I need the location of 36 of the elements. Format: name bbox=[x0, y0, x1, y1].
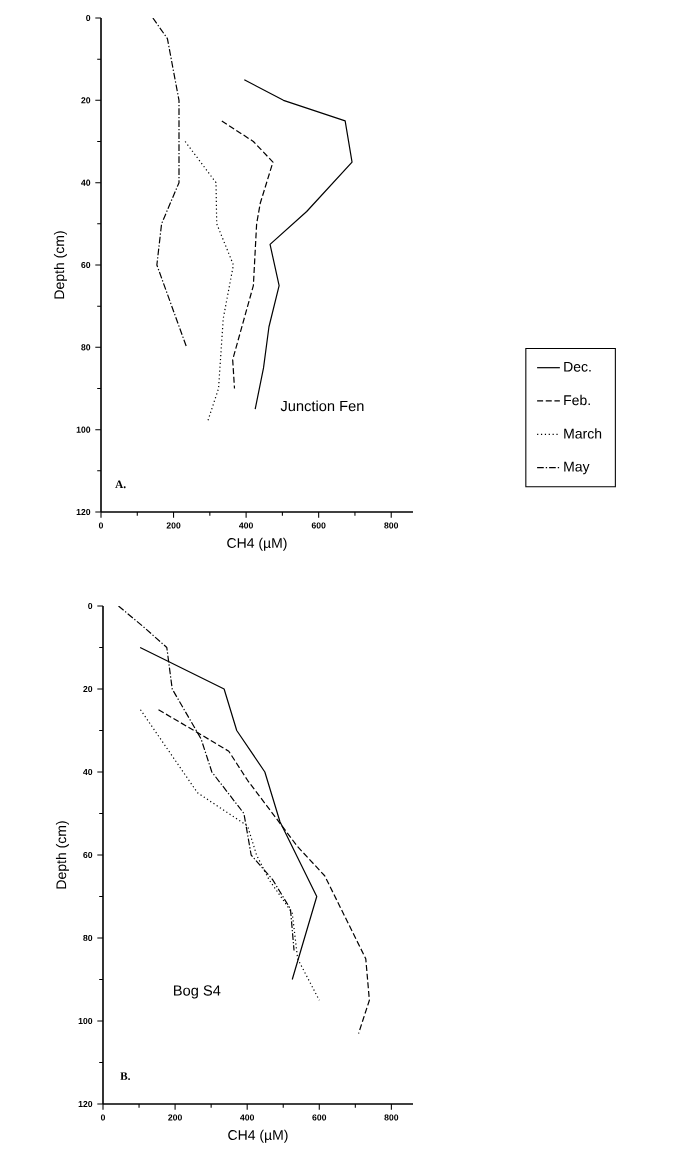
legend-label: Feb. bbox=[564, 394, 590, 406]
x-tick-label: 400 bbox=[240, 1114, 255, 1121]
y-tick-label: 120 bbox=[78, 1100, 93, 1108]
y-tick-label: 120 bbox=[76, 508, 91, 516]
y-tick-label: 0 bbox=[88, 602, 93, 610]
x-tick-label: 200 bbox=[166, 522, 181, 529]
x-tick-label: 200 bbox=[168, 1114, 182, 1121]
annotation: Junction Fen bbox=[280, 400, 364, 412]
y-tick-label: 0 bbox=[86, 14, 91, 22]
y-axis-title: Depth (cm) bbox=[53, 231, 67, 299]
annotation: A. bbox=[115, 480, 126, 489]
legend-label: March bbox=[564, 428, 602, 439]
y-tick-label: 60 bbox=[83, 851, 93, 859]
y-tick-label: 80 bbox=[81, 344, 91, 351]
x-tick-label: 600 bbox=[312, 1114, 327, 1121]
y-tick-label: 100 bbox=[76, 426, 91, 433]
y-tick-label: 40 bbox=[81, 179, 91, 186]
x-tick-label: 800 bbox=[384, 1114, 399, 1121]
y-tick-label: 60 bbox=[81, 261, 91, 269]
annotation: Bog S4 bbox=[174, 985, 221, 999]
y-tick-label: 20 bbox=[83, 685, 93, 693]
x-tick-label: 0 bbox=[98, 522, 104, 529]
y-tick-label: 80 bbox=[83, 934, 93, 942]
legend-label: May bbox=[564, 461, 590, 475]
y-tick-label: 20 bbox=[81, 97, 91, 104]
x-axis-title: CH4 (µM) bbox=[227, 537, 287, 551]
x-tick-label: 800 bbox=[384, 522, 399, 529]
annotation: B. bbox=[120, 1072, 130, 1080]
x-axis-title: CH4 (µM) bbox=[228, 1129, 288, 1143]
x-tick-label: 0 bbox=[100, 1114, 106, 1121]
y-tick-label: 40 bbox=[83, 768, 93, 776]
x-tick-label: 400 bbox=[239, 522, 253, 529]
y-axis-title: Depth (cm) bbox=[55, 821, 69, 889]
legend-label: Dec. bbox=[564, 361, 591, 372]
x-tick-label: 600 bbox=[311, 522, 326, 529]
y-tick-label: 100 bbox=[78, 1017, 93, 1025]
